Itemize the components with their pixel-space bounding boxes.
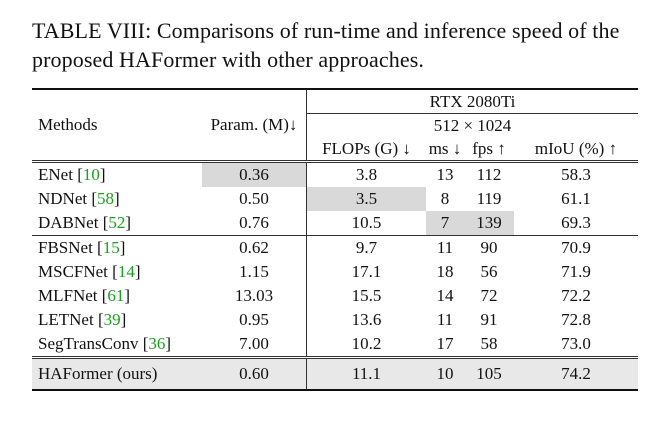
flops-cell: 13.6 [351,310,382,329]
citation-link[interactable]: 58 [97,189,115,208]
method-name: NDNet [58] [38,189,120,208]
table-row: ENet [10] 0.36 3.8 13 112 58.3 [32,160,638,187]
ms-cell: 8 [440,189,450,208]
miou-cell: 73.0 [561,334,591,353]
table-row: MSCFNet [14] 1.15 17.1 18 56 71.9 [32,260,638,284]
ms-cell: 7 [426,211,464,236]
flops-cell: 11.1 [306,356,426,391]
fps-cell: 105 [464,356,514,391]
fps-cell: 139 [464,211,514,236]
ms-cell: 10 [426,356,464,391]
miou-header: mIoU (%) ↑ [534,138,618,158]
ms-cell: 17 [436,334,454,353]
miou-cell: 61.1 [561,189,591,208]
resolution-header: 512 × 1024 [306,113,638,137]
fps-cell: 119 [476,189,502,208]
method-name: HAFormer (ours) [32,356,202,391]
params-cell: 0.95 [202,308,307,332]
header-row-metrics: FLOPs (G) ↓ ms ↓ fps ↑ mIoU (%) ↑ [32,137,638,162]
flops-header: FLOPs (G) ↓ [322,138,411,158]
ms-cell: 11 [436,310,454,329]
params-cell: 7.00 [202,332,307,358]
miou-cell: 71.9 [561,262,591,281]
citation-link[interactable]: 36 [148,334,166,353]
fps-cell: 91 [480,310,498,329]
flops-cell: 10.2 [351,334,382,353]
ms-cell: 18 [436,262,454,281]
table-row: LETNet [39] 0.95 13.6 11 91 72.8 [32,308,638,332]
citation-link[interactable]: 15 [102,238,120,257]
method-name: DABNet [52] [38,213,132,232]
fps-cell: 112 [464,160,514,187]
method-name: SegTransConv [36] [38,334,172,353]
flops-cell: 17.1 [351,262,382,281]
miou-cell: 70.9 [514,235,638,260]
params-cell: 0.60 [202,356,307,391]
comparison-table: Methods Param. (M)↓ RTX 2080Ti 512 × 102… [32,88,638,391]
fps-cell: 56 [480,262,498,281]
citation-link[interactable]: 61 [107,286,125,305]
flops-cell: 10.5 [351,213,382,232]
method-name: ENet [10] [32,160,202,187]
table-row: SegTransConv [36] 7.00 10.2 17 58 73.0 [32,332,638,358]
params-cell: 0.50 [202,187,307,211]
params-cell: 13.03 [202,284,307,308]
method-name: FBSNet [15] [32,235,202,260]
header-row-resolution: 512 × 1024 [32,113,638,137]
methods-header: Methods [32,88,202,162]
miou-cell: 69.3 [561,213,591,232]
fps-header: fps ↑ [472,138,506,158]
citation-link[interactable]: 14 [117,262,135,281]
citation-link[interactable]: 39 [103,310,121,329]
table-row: MLFNet [61] 13.03 15.5 14 72 72.2 [32,284,638,308]
table-row: FBSNet [15] 0.62 9.7 11 90 70.9 [32,235,638,260]
fps-cell: 58 [480,334,498,353]
miou-cell: 72.2 [561,286,591,305]
flops-cell: 3.8 [306,160,426,187]
params-cell: 0.36 [202,160,307,187]
fps-cell: 90 [464,235,514,260]
caption-text: Comparisons of run-time and inference sp… [32,18,620,72]
params-cell: 0.62 [202,235,307,260]
ms-cell: 11 [426,235,464,260]
table-caption: TABLE VIII: Comparisons of run-time and … [32,16,642,74]
header-row-gpu: Methods Param. (M)↓ RTX 2080Ti [32,88,638,162]
caption-label: TABLE VIII: [32,18,152,43]
ms-header: ms ↓ [428,138,462,158]
gpu-header: RTX 2080Ti [306,88,638,114]
params-cell: 0.76 [202,211,307,236]
miou-cell: 74.2 [514,356,638,391]
citation-link[interactable]: 10 [82,165,100,184]
ms-cell: 13 [426,160,464,187]
flops-cell: 3.5 [306,187,426,211]
table-row: DABNet [52] 0.76 10.5 7 139 69.3 [32,211,638,236]
table-row: NDNet [58] 0.50 3.5 8 119 61.1 [32,187,638,211]
flops-cell: 15.5 [351,286,382,305]
miou-cell: 58.3 [514,160,638,187]
method-name: MLFNet [61] [38,286,131,305]
ours-row: HAFormer (ours) 0.60 11.1 10 105 74.2 [32,356,638,391]
method-name: MSCFNet [14] [38,262,141,281]
fps-cell: 72 [480,286,498,305]
citation-link[interactable]: 52 [108,213,126,232]
miou-cell: 72.8 [561,310,591,329]
method-name: LETNet [39] [38,310,127,329]
params-header: Param. (M)↓ [202,88,307,162]
params-cell: 1.15 [202,260,307,284]
flops-cell: 9.7 [306,235,426,260]
ms-cell: 14 [436,286,454,305]
